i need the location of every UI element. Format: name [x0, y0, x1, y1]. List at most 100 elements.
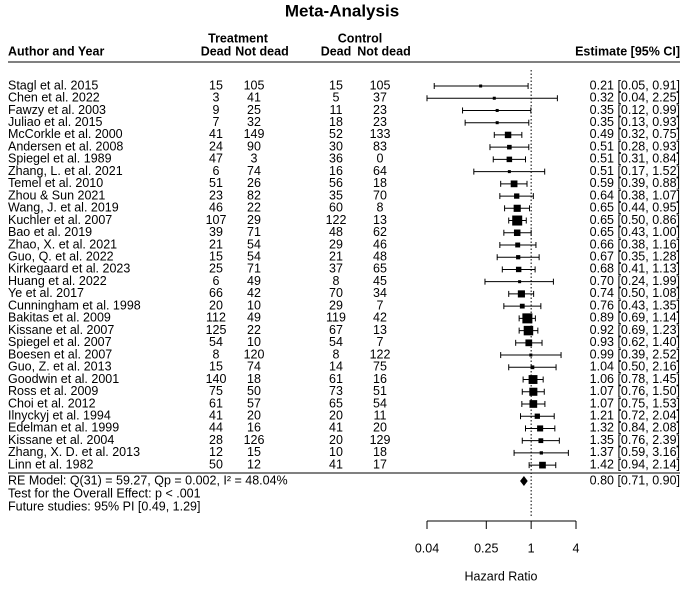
point-estimate	[507, 170, 511, 174]
count-cell: 22	[247, 323, 261, 337]
count-cell: 73	[329, 384, 343, 398]
count-cell: 34	[373, 286, 387, 300]
count-cell: 50	[209, 457, 223, 471]
study-name: Ilnyckyj et al. 1994	[8, 409, 111, 423]
point-estimate	[529, 387, 538, 396]
point-estimate	[514, 193, 520, 199]
count-cell: 25	[209, 262, 223, 276]
count-cell: 107	[206, 213, 227, 227]
count-cell: 41	[329, 457, 343, 471]
count-cell: 112	[206, 311, 226, 325]
count-cell: 37	[329, 262, 343, 276]
point-estimate	[512, 215, 523, 226]
count-cell: 13	[373, 213, 387, 227]
count-cell: 122	[370, 347, 391, 361]
study-name: Spiegel et al. 1989	[8, 152, 112, 166]
study-name: Zhang, X. D. et al. 2013	[8, 445, 140, 459]
count-cell: 15	[209, 250, 223, 264]
point-estimate	[530, 365, 535, 370]
estimate-label: 0.51 [0.28, 0.93]	[590, 139, 680, 153]
study-name: Choi et al. 2012	[8, 396, 96, 410]
study-name: Goodwin et al. 2001	[8, 372, 119, 386]
estimate-label: 0.70 [0.24, 1.99]	[590, 274, 680, 288]
point-estimate	[539, 451, 543, 455]
count-cell: 39	[209, 225, 223, 239]
study-name: Ross et al. 2009	[8, 384, 98, 398]
count-cell: 82	[247, 188, 261, 202]
author-header: Author and Year	[8, 44, 104, 58]
estimate-label: 0.51 [0.31, 0.84]	[590, 152, 680, 166]
count-cell: 62	[373, 225, 387, 239]
count-cell: 3	[251, 152, 258, 166]
estimate-label: 0.64 [0.38, 1.07]	[590, 188, 680, 202]
count-cell: 51	[209, 176, 223, 190]
point-estimate	[507, 144, 512, 150]
count-cell: 70	[373, 188, 387, 202]
count-cell: 61	[329, 372, 343, 386]
count-cell: 29	[329, 237, 343, 251]
count-cell: 20	[329, 409, 343, 423]
count-cell: 13	[373, 323, 387, 337]
count-cell: 120	[244, 347, 265, 361]
point-estimate	[523, 325, 534, 336]
count-cell: 61	[209, 396, 223, 410]
column-header: Not dead	[235, 44, 288, 58]
study-name: Huang et al. 2022	[8, 274, 107, 288]
study-name: Bakitas et al. 2009	[8, 311, 111, 325]
study-name: Ye et al. 2017	[8, 286, 84, 300]
estimate-label: 0.59 [0.39, 0.88]	[590, 176, 680, 190]
study-name: Boesen et al. 2007	[8, 347, 112, 361]
estimate-label: 1.32 [0.84, 2.08]	[590, 421, 680, 435]
point-estimate	[495, 108, 499, 112]
estimate-label: 0.65 [0.50, 0.86]	[590, 213, 680, 227]
count-cell: 48	[373, 250, 387, 264]
count-cell: 42	[373, 311, 387, 325]
count-cell: 54	[373, 396, 387, 410]
estimate-label: 0.74 [0.50, 1.08]	[590, 286, 680, 300]
count-cell: 8	[213, 347, 220, 361]
count-cell: 129	[370, 433, 391, 447]
count-cell: 23	[373, 115, 387, 129]
count-cell: 41	[329, 421, 343, 435]
estimate-label: 1.07 [0.76, 1.50]	[590, 384, 680, 398]
point-estimate	[534, 413, 540, 419]
study-name: Linn et al. 1982	[8, 457, 94, 471]
estimate-label: 0.67 [0.35, 1.28]	[590, 250, 680, 264]
chart-title: Meta-Analysis	[285, 1, 399, 20]
study-name: Stagl et al. 2015	[8, 78, 98, 92]
count-cell: 20	[373, 421, 387, 435]
count-cell: 6	[213, 274, 220, 288]
point-estimate	[506, 156, 513, 163]
count-cell: 22	[247, 201, 261, 215]
estimate-label: 0.65 [0.44, 0.95]	[590, 201, 680, 215]
count-cell: 7	[377, 298, 384, 312]
count-cell: 25	[247, 103, 261, 117]
estimate-label: 1.06 [0.78, 1.45]	[590, 372, 680, 386]
count-cell: 10	[247, 298, 261, 312]
estimate-label: 1.35 [0.76, 2.39]	[590, 433, 680, 447]
estimate-label: 0.93 [0.62, 1.40]	[590, 335, 680, 349]
count-cell: 37	[373, 91, 387, 105]
estimate-label: 0.51 [0.17, 1.52]	[590, 164, 680, 178]
count-cell: 29	[247, 213, 261, 227]
count-cell: 35	[329, 188, 343, 202]
estimate-label: 0.68 [0.41, 1.13]	[590, 262, 680, 276]
study-name: Kissane et al. 2007	[8, 323, 114, 337]
count-cell: 18	[373, 445, 387, 459]
x-tick-label: 4	[573, 541, 580, 555]
count-cell: 26	[247, 176, 261, 190]
study-name: Cunningham et al. 1998	[8, 298, 141, 312]
count-cell: 12	[247, 457, 261, 471]
count-cell: 10	[329, 445, 343, 459]
point-estimate	[529, 353, 533, 357]
point-estimate	[510, 180, 518, 188]
point-estimate	[525, 339, 533, 347]
count-cell: 16	[247, 421, 261, 435]
study-name: McCorkle et al. 2000	[8, 127, 123, 141]
count-cell: 75	[373, 360, 387, 374]
count-cell: 44	[209, 421, 223, 435]
count-cell: 21	[209, 237, 223, 251]
count-cell: 16	[329, 164, 343, 178]
count-cell: 41	[209, 409, 223, 423]
